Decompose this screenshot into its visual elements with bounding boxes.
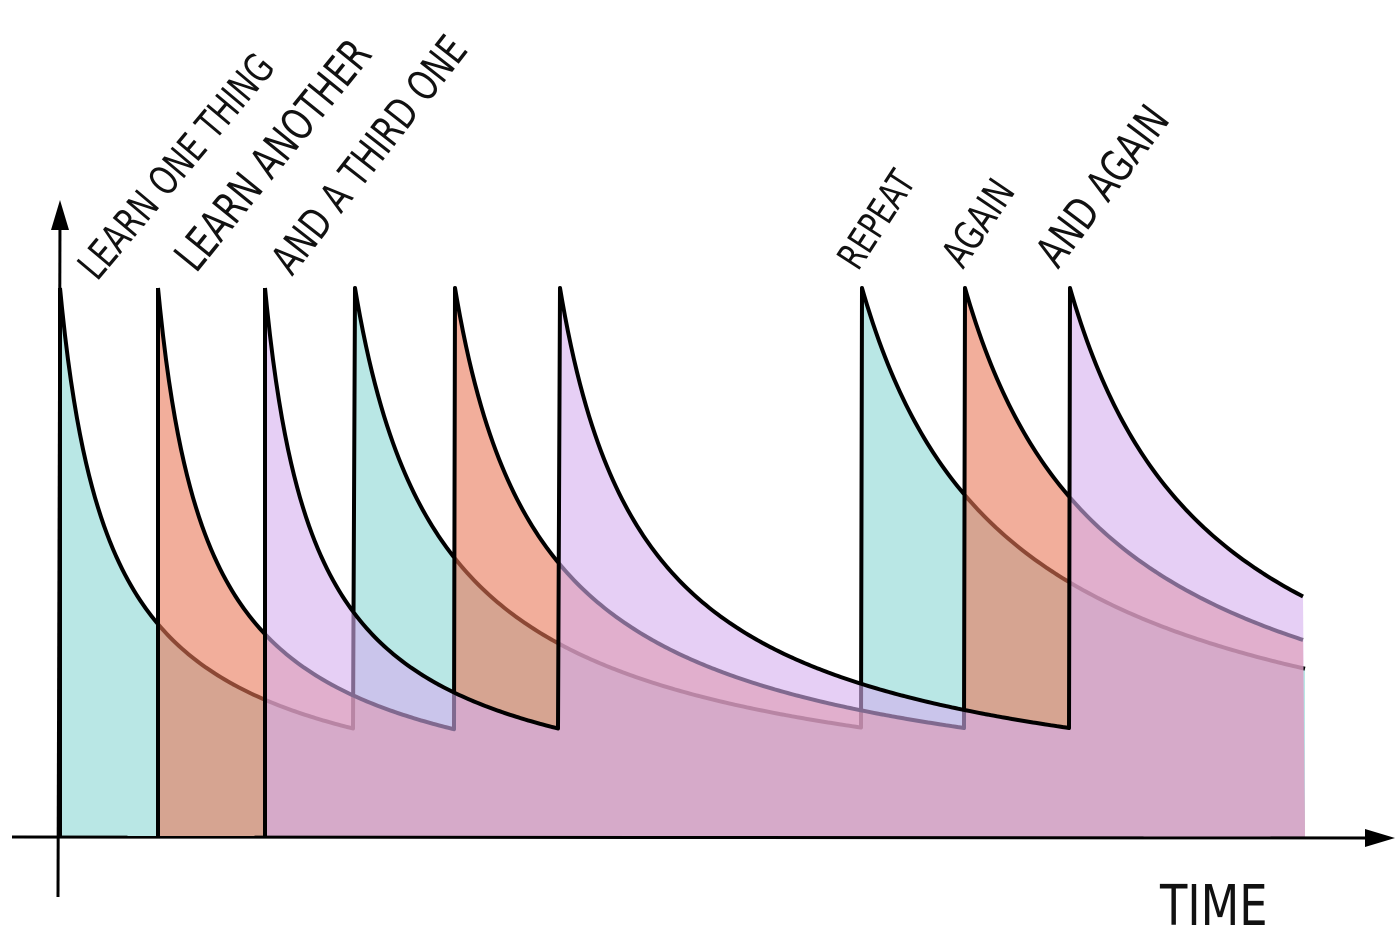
y-axis-arrow (51, 200, 69, 230)
axes (11, 200, 1395, 898)
curves-layer (58, 286, 1306, 837)
y-axis (56, 214, 62, 898)
forgetting-curve-3 (263, 286, 1304, 731)
x-axis-label: TIME (1159, 873, 1267, 938)
memory-area-3 (265, 288, 1305, 837)
label-repeat: REPEAT (829, 162, 925, 277)
x-axis (11, 835, 1376, 840)
label-and-again: AND AGAIN (1026, 96, 1180, 276)
label-again: AGAIN (933, 171, 1025, 276)
x-axis-arrow (1365, 829, 1395, 847)
